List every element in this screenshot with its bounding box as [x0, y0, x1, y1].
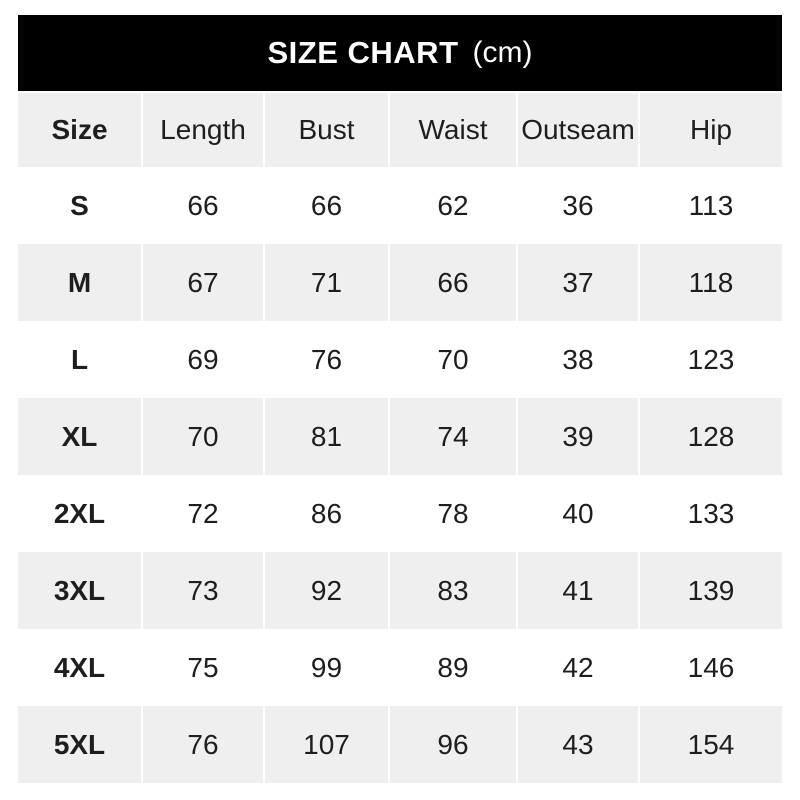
value-cell: 70	[143, 398, 263, 475]
value-cell: 107	[265, 706, 388, 783]
table-row-3xl: 3XL 73 92 83 41 139	[18, 552, 782, 629]
value-cell: 42	[562, 651, 594, 683]
header-cell-length: Length	[143, 93, 263, 167]
banner-unit-label: (cm)	[472, 36, 533, 69]
value-cell: 76	[310, 343, 343, 375]
value-cell: 38	[562, 343, 594, 375]
value-cell: 66	[310, 189, 343, 221]
size-cell: M	[18, 244, 141, 321]
value-cell: 40	[562, 497, 594, 529]
value-cell: 75	[187, 651, 219, 683]
value-cell: 81	[265, 398, 388, 475]
value-cell: 118	[640, 244, 782, 321]
size-chart-banner: SIZE CHART (cm)	[18, 15, 782, 91]
table-row-2xl: 2XL 72 86 78 40 133	[18, 475, 782, 552]
value-cell: 123	[687, 343, 735, 375]
value-cell: 86	[310, 497, 343, 529]
value-cell: 146	[687, 651, 735, 683]
value-cell: 71	[265, 244, 388, 321]
size-cell: S	[70, 189, 89, 221]
value-cell: 133	[687, 497, 735, 529]
value-cell: 39	[518, 398, 638, 475]
value-cell: 74	[390, 398, 516, 475]
value-cell: 41	[518, 552, 638, 629]
size-cell: 3XL	[18, 552, 141, 629]
value-cell: 66	[187, 189, 219, 221]
size-cell: XL	[18, 398, 141, 475]
table-row-l: L 69 76 70 38 123	[18, 321, 782, 398]
table-row-xl: XL 70 81 74 39 128	[18, 398, 782, 475]
size-cell: 2XL	[53, 497, 106, 529]
value-cell: 83	[390, 552, 516, 629]
size-cell: 5XL	[18, 706, 141, 783]
header-cell-waist: Waist	[390, 93, 516, 167]
value-cell: 128	[640, 398, 782, 475]
value-cell: 72	[187, 497, 219, 529]
header-cell-bust: Bust	[265, 93, 388, 167]
size-cell: 4XL	[53, 651, 106, 683]
value-cell: 43	[518, 706, 638, 783]
header-cell-hip: Hip	[640, 93, 782, 167]
table-row-5xl: 5XL 76 107 96 43 154	[18, 706, 782, 783]
table-row-s: S 66 66 62 36 113	[18, 167, 782, 244]
value-cell: 62	[437, 189, 469, 221]
value-cell: 73	[143, 552, 263, 629]
banner-title: SIZE CHART	[267, 35, 459, 70]
value-cell: 78	[437, 497, 469, 529]
value-cell: 37	[518, 244, 638, 321]
value-cell: 99	[310, 651, 343, 683]
value-cell: 69	[187, 343, 219, 375]
table-row-m: M 67 71 66 37 118	[18, 244, 782, 321]
size-cell: L	[70, 343, 89, 375]
value-cell: 113	[688, 189, 734, 221]
size-chart-table: Size Length Bust Waist Outseam Hip S 66 …	[18, 93, 782, 783]
value-cell: 96	[390, 706, 516, 783]
value-cell: 139	[640, 552, 782, 629]
table-header-row: Size Length Bust Waist Outseam Hip	[18, 93, 782, 167]
value-cell: 92	[265, 552, 388, 629]
value-cell: 70	[437, 343, 469, 375]
value-cell: 154	[640, 706, 782, 783]
value-cell: 76	[143, 706, 263, 783]
table-row-4xl: 4XL 75 99 89 42 146	[18, 629, 782, 706]
value-cell: 66	[390, 244, 516, 321]
header-cell-size: Size	[18, 93, 141, 167]
header-cell-outseam: Outseam	[518, 93, 638, 167]
value-cell: 89	[437, 651, 469, 683]
value-cell: 36	[562, 189, 594, 221]
value-cell: 67	[143, 244, 263, 321]
